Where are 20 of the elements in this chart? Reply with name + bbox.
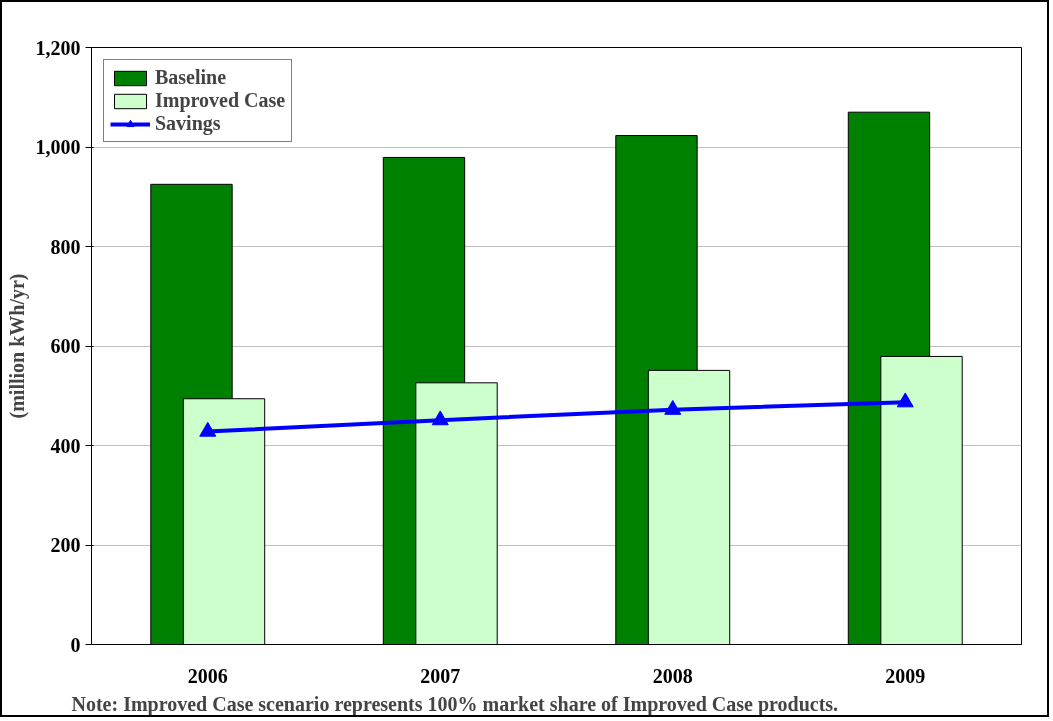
legend-label: Improved Case	[155, 89, 286, 112]
x-tick-label: 2008	[652, 664, 693, 687]
y-tick-label: 200	[50, 534, 81, 556]
y-tick-label: 1,000	[35, 136, 81, 158]
y-tick-label: 1,200	[35, 36, 81, 59]
point	[664, 399, 682, 415]
point	[199, 421, 217, 437]
x-tick-label: 2009	[885, 664, 926, 687]
x-tick-label: 2007	[420, 664, 461, 687]
point	[431, 410, 449, 426]
x-tick-label: 2006	[187, 664, 228, 687]
legend-label: Savings	[155, 112, 221, 135]
y-tick-label: 0	[70, 633, 81, 656]
point	[896, 392, 914, 408]
text: Note: Improved Case scenario represents 100% market share of Improved Case products.	[71, 692, 839, 716]
y-tick-label: 600	[50, 335, 81, 357]
legend-label: Baseline	[155, 66, 227, 89]
y-tick-label: 800	[50, 235, 81, 258]
y-tick-label: 400	[50, 434, 81, 457]
y-axis-title: (million kWh/yr)	[5, 273, 29, 419]
